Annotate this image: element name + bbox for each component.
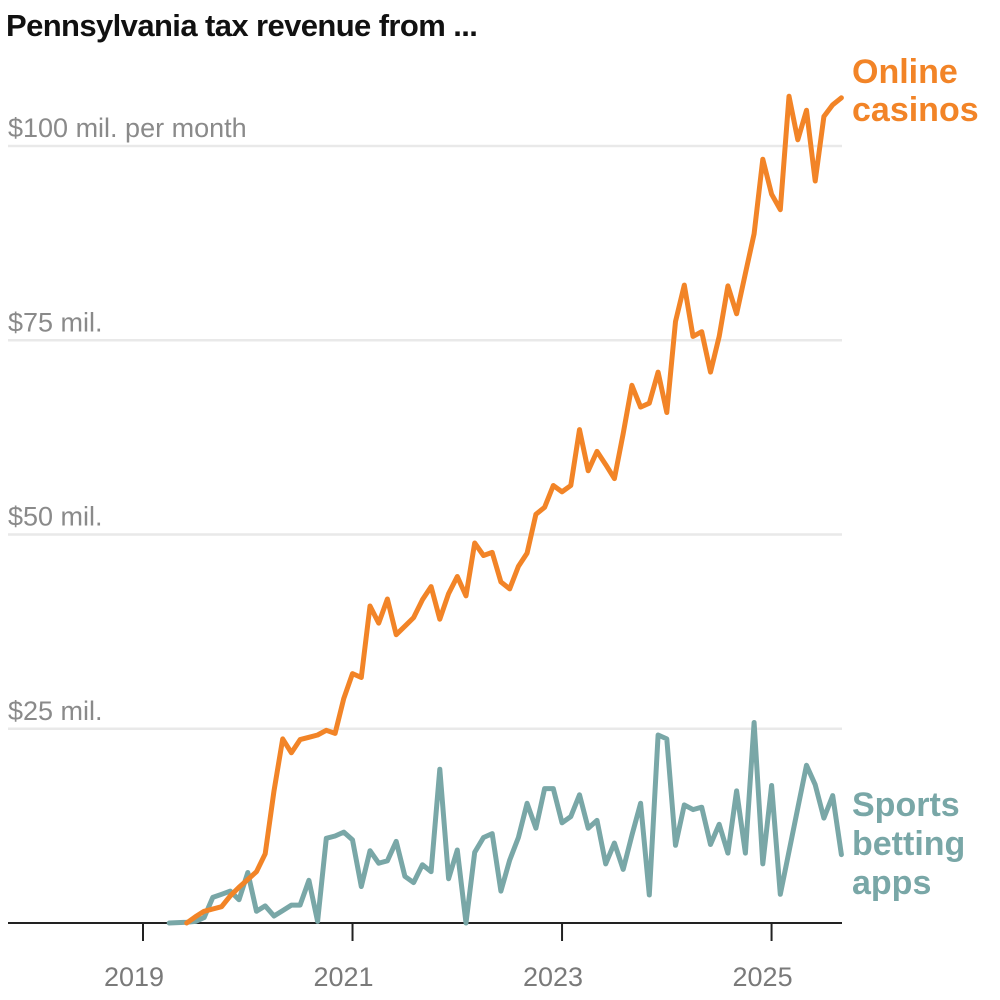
y-axis-labels: $25 mil. $50 mil. $75 mil. $100 mil. per… — [8, 113, 247, 726]
x-axis-ticks — [142, 923, 773, 941]
series-label-online-casinos: Online casinos — [852, 53, 979, 129]
series-label-line: casinos — [852, 91, 979, 129]
y-tick-label: $75 mil. — [8, 307, 103, 337]
x-tick-label: 2019 — [104, 962, 164, 992]
gridlines — [8, 144, 842, 730]
x-axis-labels: 2019 2021 2023 2025 — [104, 962, 793, 992]
sports-betting-apps-line — [166, 720, 844, 926]
chart-title: Pennsylvania tax revenue from ... — [6, 8, 478, 43]
y-tick-label: $25 mil. — [8, 696, 103, 726]
x-tick-label: 2025 — [733, 962, 793, 992]
series-label-line: betting — [852, 825, 965, 863]
x-tick-label: 2021 — [313, 962, 373, 992]
series-label-line: Online — [852, 53, 958, 91]
online-casinos-line — [184, 93, 844, 926]
y-tick-label: $100 mil. per month — [8, 113, 247, 143]
series-label-line: Sports — [852, 786, 960, 824]
series-label-sports-betting-apps: Sports betting apps — [852, 786, 965, 902]
x-tick-label: 2023 — [523, 962, 583, 992]
series-lines — [166, 93, 844, 926]
series-label-line: apps — [852, 864, 931, 902]
y-tick-label: $50 mil. — [8, 502, 103, 532]
